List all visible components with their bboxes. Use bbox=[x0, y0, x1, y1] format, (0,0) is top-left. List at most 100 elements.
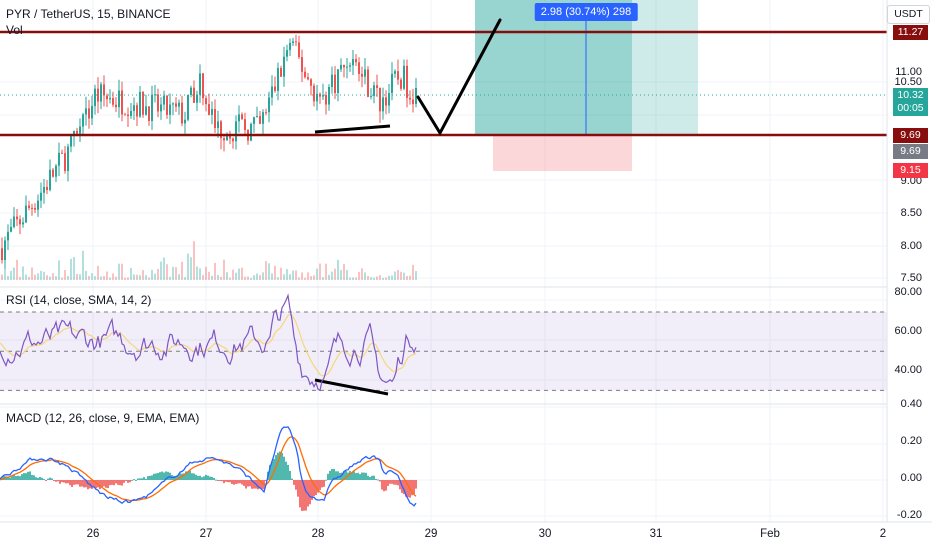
macd-histogram-bar bbox=[115, 480, 117, 484]
candle-body bbox=[151, 94, 153, 121]
candle-body bbox=[4, 240, 6, 261]
price-axis-label: 7.50 bbox=[900, 272, 922, 284]
currency-button[interactable]: USDT bbox=[887, 5, 930, 24]
macd-histogram-bar bbox=[19, 476, 21, 480]
candle-body bbox=[49, 169, 51, 191]
volume-bar bbox=[103, 276, 105, 280]
candle-body bbox=[316, 93, 318, 102]
macd-histogram-bar bbox=[407, 480, 409, 498]
candle-body bbox=[274, 86, 276, 91]
volume-bar bbox=[127, 277, 129, 280]
macd-histogram-bar bbox=[61, 480, 63, 483]
macd-histogram-bar bbox=[241, 480, 243, 485]
macd-histogram-bar bbox=[353, 471, 355, 480]
macd-histogram-bar bbox=[397, 480, 399, 486]
candle-body bbox=[223, 138, 225, 141]
volume-bar bbox=[148, 277, 150, 280]
candle-body bbox=[382, 97, 384, 112]
macd-histogram-bar bbox=[109, 480, 111, 486]
volume-bar bbox=[133, 274, 135, 280]
volume-bar bbox=[295, 270, 297, 280]
candle-body bbox=[271, 86, 273, 98]
volume-bar bbox=[310, 276, 312, 280]
candle-body bbox=[166, 95, 168, 115]
candle-body bbox=[91, 106, 93, 119]
candle-body bbox=[37, 200, 39, 210]
macd-histogram-bar bbox=[7, 477, 9, 480]
time-axis-label: 2 bbox=[879, 528, 887, 540]
candle-body bbox=[190, 87, 192, 95]
macd-histogram-bar bbox=[243, 480, 245, 486]
volume-bar bbox=[247, 276, 249, 280]
stop-zone bbox=[493, 134, 632, 171]
volume-bar bbox=[109, 277, 111, 280]
macd-histogram-bar bbox=[195, 474, 197, 480]
symbol-title[interactable]: PYR / TetherUS, 15, BINANCE bbox=[6, 7, 171, 21]
candle-body bbox=[229, 134, 231, 139]
macd-histogram-bar bbox=[285, 461, 287, 480]
candle-body bbox=[409, 97, 411, 100]
macd-histogram-bar bbox=[135, 479, 137, 481]
volume-bar bbox=[31, 267, 33, 280]
macd-histogram-bar bbox=[415, 480, 417, 489]
candlestick-series bbox=[1, 34, 417, 269]
horizontal-levels[interactable] bbox=[0, 30, 887, 137]
macd-histogram-bar bbox=[187, 471, 189, 480]
macd-histogram-bar bbox=[343, 470, 345, 480]
volume-bar bbox=[256, 273, 258, 280]
macd-histogram-bar bbox=[21, 474, 23, 480]
candle-body bbox=[97, 88, 99, 102]
candle-body bbox=[43, 187, 45, 193]
macd-histogram-bar bbox=[205, 474, 207, 480]
macd-histogram-bar bbox=[213, 478, 215, 480]
candle-body bbox=[415, 88, 417, 105]
macd-histogram-bar bbox=[101, 480, 103, 488]
volume-bar bbox=[226, 272, 228, 280]
macd-histogram-bar bbox=[303, 480, 305, 511]
long-position-tool[interactable] bbox=[475, 0, 698, 171]
volume-bar bbox=[319, 263, 321, 280]
last-price-tag: 10.32 bbox=[893, 88, 928, 103]
macd-histogram-bar bbox=[319, 480, 321, 490]
candle-body bbox=[280, 68, 282, 77]
candle-body bbox=[76, 130, 78, 134]
volume-bar bbox=[235, 272, 237, 280]
macd-histogram-bar bbox=[253, 480, 255, 489]
macd-histogram-bar bbox=[349, 470, 351, 480]
candle-body bbox=[142, 91, 144, 115]
volume-bar bbox=[400, 271, 402, 280]
macd-histogram-bar bbox=[357, 472, 359, 480]
volume-bar bbox=[268, 263, 270, 280]
volume-bar bbox=[394, 271, 396, 280]
macd-histogram-bar bbox=[49, 477, 51, 480]
macd-histogram-bar bbox=[295, 480, 297, 490]
volume-bar bbox=[22, 266, 24, 280]
volume-bar bbox=[157, 268, 159, 280]
volume-bar bbox=[298, 277, 300, 280]
candle-body bbox=[400, 79, 402, 89]
volume-bar bbox=[97, 265, 99, 280]
time-axis-label: 29 bbox=[424, 528, 438, 540]
candle-body bbox=[391, 73, 393, 94]
macd-title[interactable]: MACD (12, 26, close, 9, EMA, EMA) bbox=[6, 411, 200, 425]
candle-body bbox=[103, 84, 105, 96]
candle-body bbox=[250, 123, 252, 141]
rsi-title[interactable]: RSI (14, close, SMA, 14, 2) bbox=[6, 293, 152, 307]
volume-bar bbox=[139, 275, 141, 280]
macd-line bbox=[0, 426, 417, 507]
trend-drawings[interactable] bbox=[314, 18, 502, 396]
macd-histogram-bar bbox=[273, 458, 275, 480]
macd-histogram-bar bbox=[317, 480, 319, 493]
candle-body bbox=[268, 97, 270, 113]
macd-histogram-bar bbox=[145, 478, 147, 480]
candle-body bbox=[277, 68, 279, 91]
volume-bar bbox=[331, 271, 333, 280]
volume-bar bbox=[283, 274, 285, 280]
time-axis-label: 31 bbox=[649, 528, 663, 540]
candle-body bbox=[358, 62, 360, 74]
countdown-tag: 00:05 bbox=[893, 101, 928, 116]
volume-bar bbox=[409, 275, 411, 280]
macd-histogram-bar bbox=[71, 480, 73, 487]
macd-histogram-bar bbox=[283, 456, 285, 480]
